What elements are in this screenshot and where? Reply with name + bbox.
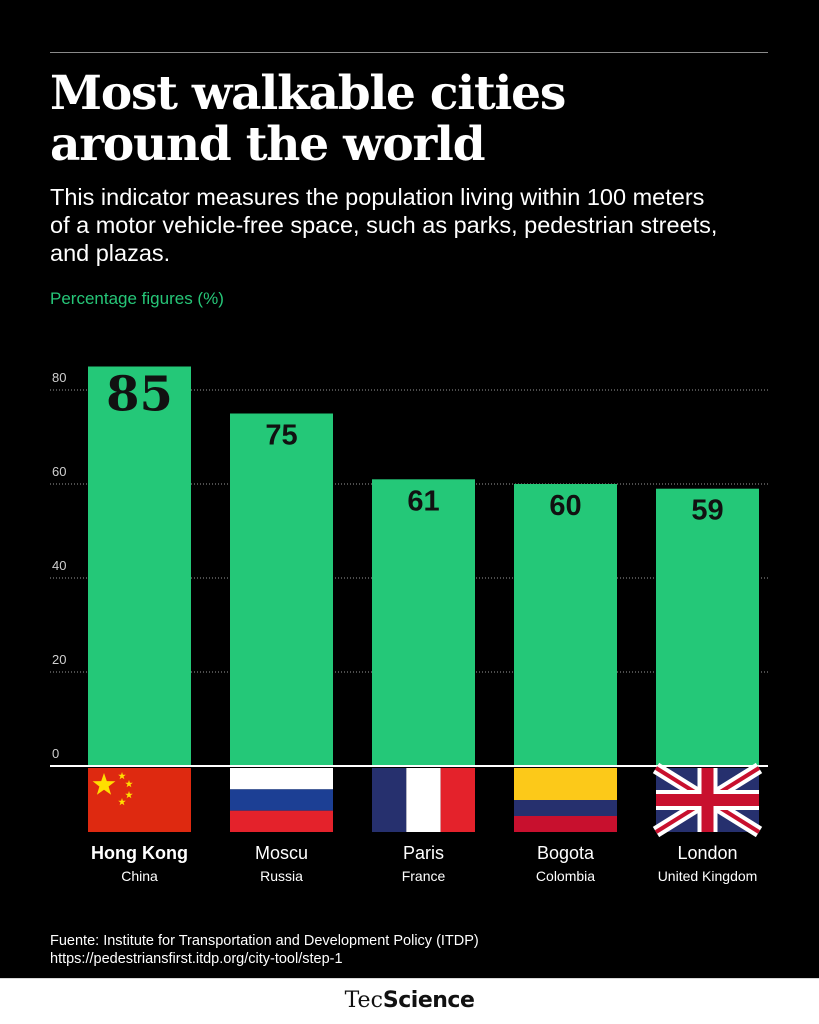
russia-flag — [230, 768, 333, 832]
country-label: Colombia — [536, 868, 595, 884]
subtitle-line-2: of a motor vehicle-free space, such as p… — [50, 212, 718, 238]
category-label: Bogota — [537, 843, 595, 863]
flag-star — [118, 798, 126, 806]
y-tick-label: 0 — [52, 746, 59, 761]
flag-stripe-blue — [372, 768, 407, 832]
title-line-1: Most walkable cities — [50, 66, 566, 121]
top-rule — [50, 52, 768, 53]
flag-star — [118, 772, 126, 780]
country-label: France — [402, 868, 446, 884]
title-line-2: around the world — [50, 117, 486, 172]
flag-stripe-white — [406, 768, 441, 832]
subtitle: This indicator measures the population l… — [50, 183, 780, 267]
data-label: 60 — [549, 490, 581, 522]
country-label: United Kingdom — [658, 868, 758, 884]
subtitle-line-1: This indicator measures the population l… — [50, 184, 705, 210]
uk-flag — [652, 762, 763, 838]
colombia-flag — [514, 768, 617, 832]
y-tick-label: 60 — [52, 464, 66, 479]
category-label: Hong Kong — [91, 843, 188, 863]
data-label: 85 — [106, 367, 173, 423]
country-label: Russia — [260, 868, 303, 884]
france-flag — [372, 768, 475, 832]
footer-rule — [0, 978, 819, 979]
flag-star — [92, 773, 116, 795]
bar-bogota — [514, 484, 617, 766]
flag-stripe-blue — [230, 789, 333, 811]
brand-logo: TecScience — [0, 988, 819, 1013]
bar-hong-kong — [88, 366, 191, 766]
source-note: Fuente: Institute for Transportation and… — [50, 932, 479, 968]
country-label: China — [121, 868, 158, 884]
flag-cross-red — [701, 768, 714, 832]
data-label: 75 — [265, 420, 297, 452]
category-label: Paris — [403, 843, 444, 863]
y-tick-label: 80 — [52, 370, 66, 385]
china-flag — [88, 768, 191, 832]
flag-stripe-red — [514, 816, 617, 832]
flag-stripe-white — [230, 768, 333, 790]
brand-bold: Science — [382, 988, 475, 1013]
source-url: https://pedestriansfirst.itdp.org/city-t… — [50, 951, 343, 967]
bar-moscu — [230, 413, 333, 766]
brand-bar — [0, 979, 819, 1024]
bar-london — [656, 488, 759, 766]
flag-stripe-red — [440, 768, 475, 832]
source-line-1: Fuente: Institute for Transportation and… — [50, 933, 479, 949]
data-label: 59 — [691, 495, 723, 527]
y-tick-label: 20 — [52, 652, 66, 667]
brand-light: Tec — [344, 988, 383, 1013]
bar-paris — [372, 479, 475, 766]
unit-label: Percentage figures (%) — [50, 289, 224, 308]
data-label: 61 — [407, 485, 439, 517]
flag-stripe-red — [230, 810, 333, 832]
flag-star — [125, 780, 133, 788]
category-label: Moscu — [255, 843, 308, 863]
flag-stripe-blue — [514, 800, 617, 816]
subtitle-line-3: and plazas. — [50, 240, 171, 266]
y-tick-label: 40 — [52, 558, 66, 573]
flag-star — [125, 791, 133, 799]
category-label: London — [677, 843, 737, 863]
flag-stripe-yellow — [514, 768, 617, 800]
page-title: Most walkable cities around the world — [50, 68, 770, 170]
bar-chart: 0 20 40 60 80 85 75 61 60 59 Hong Kong China Moscu Ru… — [50, 366, 768, 884]
